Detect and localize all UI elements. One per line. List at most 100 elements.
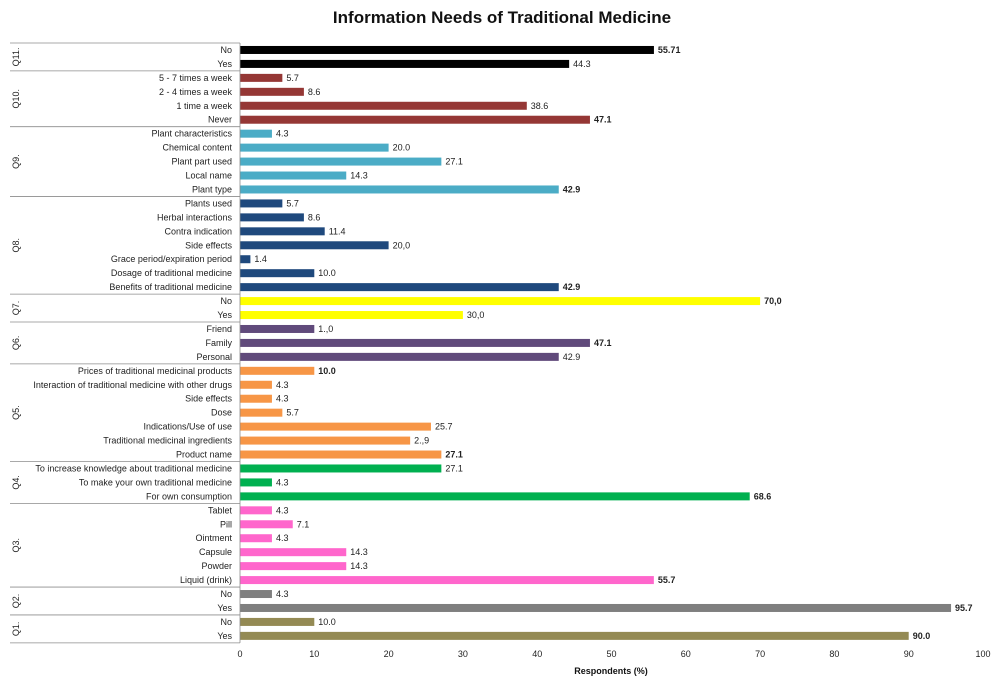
- x-tick-label: 60: [681, 649, 691, 659]
- bar: [240, 87, 304, 96]
- bar: [240, 59, 570, 68]
- bar: [240, 213, 304, 222]
- category-label: Prices of traditional medicinal products: [78, 366, 233, 376]
- group-label: Q10.: [11, 89, 21, 109]
- category-label: No: [220, 617, 232, 627]
- x-tick-label: 30: [458, 649, 468, 659]
- bar: [240, 631, 909, 640]
- data-label: 11.4: [329, 226, 346, 236]
- category-label: Local name: [185, 171, 232, 181]
- bar: [240, 143, 389, 152]
- bar: [240, 408, 283, 417]
- category-label: To increase knowledge about traditional …: [35, 463, 232, 473]
- bar: [240, 115, 590, 124]
- data-label: 4.3: [276, 589, 289, 599]
- data-label: 30,0: [467, 310, 485, 320]
- data-label: 10.0: [318, 366, 336, 376]
- bar: [240, 185, 559, 194]
- category-label: 1 time a week: [176, 101, 232, 111]
- group-label: Q5.: [11, 405, 21, 420]
- bar: [240, 171, 347, 180]
- data-label: 20,0: [393, 240, 411, 250]
- x-tick-label: 50: [606, 649, 616, 659]
- group-label: Q8.: [11, 238, 21, 253]
- category-label: Never: [208, 115, 232, 125]
- category-label: Indications/Use of use: [143, 422, 232, 432]
- data-label: 10.0: [318, 268, 336, 278]
- bar: [240, 450, 442, 459]
- category-label: Chemical content: [162, 143, 232, 153]
- category-label: Plant part used: [171, 157, 232, 167]
- category-label: Friend: [206, 324, 232, 334]
- data-label: 4.3: [276, 129, 289, 139]
- category-label: Dosage of traditional medicine: [111, 268, 232, 278]
- data-label: 27.1: [445, 450, 463, 460]
- category-label: Product name: [176, 450, 232, 460]
- bar: [240, 129, 272, 138]
- category-label: No: [220, 589, 232, 599]
- bar: [240, 576, 654, 585]
- category-label: Interaction of traditional medicine with…: [33, 380, 232, 390]
- category-label: Plant characteristics: [151, 129, 232, 139]
- data-label: 14.3: [350, 561, 368, 571]
- x-tick-label: 100: [975, 649, 990, 659]
- data-label: 5.7: [286, 198, 299, 208]
- bar: [240, 436, 411, 445]
- x-tick-label: 70: [755, 649, 765, 659]
- bar: [240, 283, 559, 292]
- chart-title: Information Needs of Traditional Medicin…: [333, 8, 671, 27]
- group-label: Q4.: [11, 475, 21, 490]
- data-label: 68.6: [754, 491, 772, 501]
- x-tick-label: 10: [309, 649, 319, 659]
- bar: [240, 255, 251, 264]
- bar: [240, 464, 442, 473]
- bar: [240, 199, 283, 208]
- category-label: Herbal interactions: [157, 212, 233, 222]
- data-label: 10.0: [318, 617, 336, 627]
- category-label: Tablet: [208, 505, 233, 515]
- category-label: Yes: [217, 631, 232, 641]
- category-label: Yes: [217, 310, 232, 320]
- data-label: 27.1: [445, 157, 463, 167]
- x-tick-label: 20: [384, 649, 394, 659]
- bar: [240, 492, 750, 501]
- data-label: 4.3: [276, 505, 289, 515]
- bar: [240, 506, 272, 515]
- data-label: 90.0: [913, 631, 931, 641]
- bar: [240, 548, 347, 557]
- category-label: Powder: [201, 561, 232, 571]
- bar: [240, 534, 272, 543]
- category-label: To make your own traditional medicine: [79, 477, 232, 487]
- category-label: Yes: [217, 59, 232, 69]
- data-label: 70,0: [764, 296, 782, 306]
- data-label: 42.9: [563, 282, 581, 292]
- category-label: Contra indication: [164, 226, 232, 236]
- x-axis-title: Respondents (%): [574, 666, 648, 676]
- data-label: 2.,9: [414, 436, 429, 446]
- category-label: Side effects: [185, 394, 232, 404]
- data-label: 14.3: [350, 171, 368, 181]
- category-label: Capsule: [199, 547, 232, 557]
- group-label: Q7.: [11, 301, 21, 316]
- bar: [240, 241, 389, 250]
- bar: [240, 227, 325, 236]
- category-label: Benefits of traditional medicine: [109, 282, 232, 292]
- bar: [240, 324, 315, 333]
- bar: [240, 352, 559, 361]
- bar: [240, 157, 442, 166]
- bar: [240, 478, 272, 487]
- bar: [240, 603, 952, 612]
- data-label: 8.6: [308, 87, 321, 97]
- bar: [240, 422, 431, 431]
- data-label: 1.4: [254, 254, 267, 264]
- category-label: Dose: [211, 408, 232, 418]
- group-label: Q3.: [11, 538, 21, 553]
- bar: [240, 311, 463, 320]
- data-label: 42.9: [563, 184, 581, 194]
- x-tick-label: 0: [237, 649, 242, 659]
- data-label: 4.3: [276, 380, 289, 390]
- group-label: Q11.: [11, 48, 21, 67]
- category-label: Liquid (drink): [180, 575, 232, 585]
- bar: [240, 590, 272, 599]
